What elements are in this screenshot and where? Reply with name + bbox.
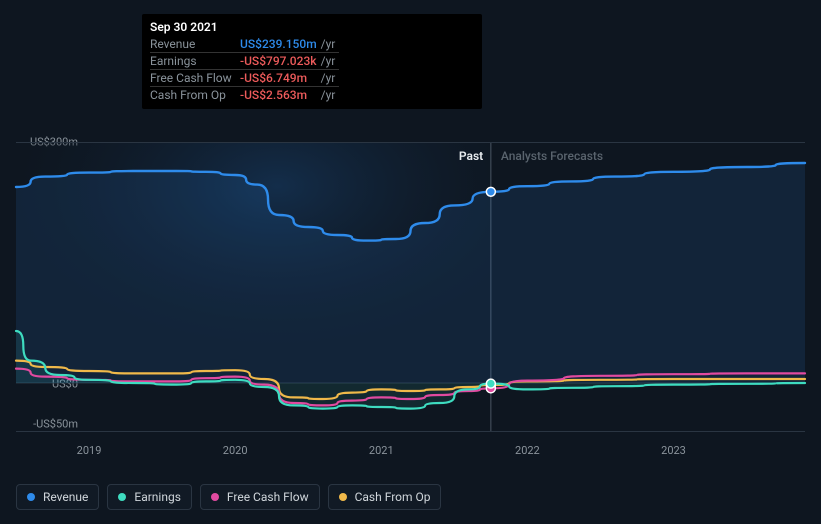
tooltip-metric-unit: /yr xyxy=(321,70,340,87)
legend-item-fcf[interactable]: Free Cash Flow xyxy=(200,484,320,510)
tooltip-metric-label: Earnings xyxy=(150,53,240,70)
tooltip-metric-label: Revenue xyxy=(150,36,240,53)
tooltip-metric-value: -US$797.023k xyxy=(240,53,321,70)
legend-label: Revenue xyxy=(43,490,88,504)
x-axis-tick-label: 2019 xyxy=(77,444,102,457)
legend-dot-icon xyxy=(27,493,35,501)
legend-item-revenue[interactable]: Revenue xyxy=(16,484,99,510)
chart-legend: Revenue Earnings Free Cash Flow Cash From O… xyxy=(16,484,441,510)
legend-item-earnings[interactable]: Earnings xyxy=(107,484,192,510)
tooltip-metric-value: US$239.150m xyxy=(240,36,321,53)
x-axis-tick-label: 2022 xyxy=(515,444,540,457)
tooltip-row: Free Cash Flow-US$6.749m/yr xyxy=(150,70,339,87)
financial-chart-widget: { "colors": { "background": "#0e1620", "… xyxy=(0,0,821,524)
legend-item-cfo[interactable]: Cash From Op xyxy=(328,484,442,510)
legend-label: Earnings xyxy=(134,490,181,504)
x-axis-tick-label: 2021 xyxy=(369,444,394,457)
legend-dot-icon xyxy=(211,493,219,501)
legend-dot-icon xyxy=(339,493,347,501)
tooltip-metric-unit: /yr xyxy=(321,36,340,53)
legend-dot-icon xyxy=(118,493,126,501)
tooltip-metric-value: -US$6.749m xyxy=(240,70,321,87)
legend-label: Cash From Op xyxy=(355,490,431,504)
tooltip-row: RevenueUS$239.150m/yr xyxy=(150,36,339,53)
plot-area[interactable]: Past Analysts Forecasts xyxy=(16,142,805,432)
tooltip-metric-label: Free Cash Flow xyxy=(150,70,240,87)
tooltip-metric-unit: /yr xyxy=(321,87,340,104)
x-axis-tick-label: 2020 xyxy=(223,444,248,457)
tooltip-row: Cash From Op-US$2.563m/yr xyxy=(150,87,339,104)
tooltip-row: Earnings-US$797.023k/yr xyxy=(150,53,339,70)
tooltip-metric-label: Cash From Op xyxy=(150,87,240,104)
chart-tooltip: Sep 30 2021 RevenueUS$239.150m/yrEarning… xyxy=(142,14,482,109)
chart-area[interactable]: US$300mUS$0-US$50m Past Analysts Forecas… xyxy=(16,120,805,474)
tooltip-metric-value: -US$2.563m xyxy=(240,87,321,104)
x-axis-tick-label: 2023 xyxy=(661,444,686,457)
tooltip-table: RevenueUS$239.150m/yrEarnings-US$797.023… xyxy=(150,36,339,103)
tooltip-metric-unit: /yr xyxy=(321,53,340,70)
tooltip-date: Sep 30 2021 xyxy=(150,20,474,34)
chart-svg xyxy=(16,143,805,431)
legend-label: Free Cash Flow xyxy=(227,490,309,504)
